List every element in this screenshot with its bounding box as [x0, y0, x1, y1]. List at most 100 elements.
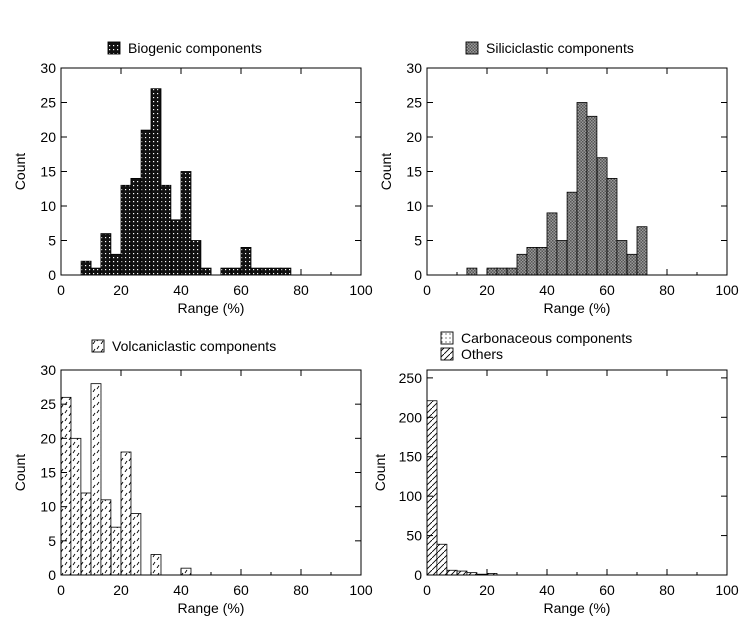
- histogram-bar: [526, 246, 538, 276]
- y-tick-label: 5: [48, 533, 56, 549]
- y-tick-label: 10: [40, 499, 56, 515]
- x-tick-label: 60: [233, 282, 249, 298]
- histogram-bar: [260, 267, 272, 276]
- histogram-bar: [586, 115, 598, 276]
- histogram-bar: [130, 177, 142, 276]
- x-axis-label: Range (%): [178, 600, 245, 616]
- histogram-bar: [110, 253, 122, 276]
- histogram-bar: [80, 260, 92, 276]
- y-tick-label: 150: [399, 449, 423, 465]
- y-tick-label: 0: [414, 567, 422, 583]
- y-tick-label: 0: [414, 267, 422, 283]
- histogram-bar: [546, 212, 558, 276]
- histogram-bar: [270, 267, 282, 276]
- y-tick-label: 25: [406, 95, 422, 111]
- x-tick-label: 40: [173, 282, 189, 298]
- x-tick-label: 80: [659, 282, 675, 298]
- x-tick-label: 100: [715, 582, 739, 598]
- histogram-bar: [280, 267, 292, 276]
- histogram-bar: [60, 396, 72, 576]
- histogram-bar: [446, 569, 458, 576]
- y-axis-label: Count: [372, 454, 388, 491]
- histogram-bar: [616, 240, 628, 276]
- histogram-bar: [100, 233, 112, 276]
- x-axis-label: Range (%): [544, 600, 611, 616]
- histogram-bar: [556, 240, 568, 276]
- histogram-bar: [200, 267, 212, 276]
- x-tick-label: 80: [293, 582, 309, 598]
- y-tick-label: 50: [406, 528, 422, 544]
- y-tick-label: 15: [40, 164, 56, 180]
- legend-label: Carbonaceous components: [461, 330, 632, 346]
- histogram-bar: [576, 102, 588, 276]
- histogram-panel-3: 0 20 40 60 80 100 0 5 10 15 20 25 30 Range (%) Count Vo…: [12, 338, 373, 616]
- histogram-bar: [436, 543, 448, 576]
- y-axis-label: Count: [12, 454, 28, 491]
- x-tick-label: 20: [113, 282, 129, 298]
- x-tick-label: 40: [173, 582, 189, 598]
- y-tick-label: 20: [40, 129, 56, 145]
- histogram-bar: [250, 267, 262, 276]
- x-tick-label: 100: [715, 282, 739, 298]
- x-tick-label: 0: [57, 282, 65, 298]
- histogram-bar: [110, 526, 122, 576]
- x-tick-label: 100: [349, 582, 373, 598]
- histogram-bar: [180, 567, 192, 576]
- legend-swatch: [465, 41, 479, 55]
- histogram-bar: [636, 226, 648, 276]
- histogram-bar: [100, 499, 112, 576]
- x-tick-label: 80: [659, 582, 675, 598]
- y-tick-label: 20: [406, 129, 422, 145]
- histogram-bar: [516, 253, 528, 276]
- plot-frame: [426, 369, 728, 576]
- x-tick-label: 100: [349, 282, 373, 298]
- y-tick-label: 0: [48, 567, 56, 583]
- histogram-bar: [120, 184, 132, 276]
- histogram-bar: [80, 492, 92, 576]
- histogram-bar: [596, 157, 608, 276]
- x-axis-label: Range (%): [178, 300, 245, 316]
- histogram-bar: [230, 267, 242, 276]
- y-tick-label: 15: [40, 465, 56, 481]
- legend-swatch: [107, 41, 121, 55]
- x-tick-label: 40: [539, 282, 555, 298]
- y-axis-label: Count: [12, 153, 28, 190]
- histogram-bar: [240, 246, 252, 276]
- y-tick-label: 30: [40, 362, 56, 378]
- x-tick-label: 80: [293, 282, 309, 298]
- x-axis-label: Range (%): [544, 300, 611, 316]
- x-tick-label: 0: [423, 282, 431, 298]
- histogram-bar: [180, 171, 192, 276]
- legend-label: Others: [461, 346, 503, 362]
- legend-label: Volcaniclastic components: [112, 338, 276, 354]
- y-tick-label: 10: [40, 198, 56, 214]
- x-tick-label: 20: [113, 582, 129, 598]
- y-axis-label: Count: [378, 153, 394, 190]
- y-tick-label: 10: [406, 198, 422, 214]
- y-tick-label: 15: [406, 164, 422, 180]
- histogram-bar: [220, 267, 232, 276]
- histogram-bar: [90, 383, 102, 576]
- histogram-panel-2: 0 20 40 60 80 100 0 5 10 15 20 25 30 Range (%) Count Si…: [378, 40, 739, 316]
- histogram-bar: [566, 191, 578, 276]
- y-tick-label: 5: [48, 233, 56, 249]
- y-tick-label: 30: [406, 60, 422, 76]
- y-tick-label: 100: [399, 488, 423, 504]
- y-tick-label: 25: [40, 396, 56, 412]
- histogram-bar: [536, 246, 548, 276]
- x-tick-label: 60: [233, 582, 249, 598]
- histogram-panel-1: 0 20 40 60 80 100 0 5 10 15 20 25 30 Range (%) Count Bi…: [12, 40, 373, 316]
- histogram-bar: [140, 129, 152, 276]
- histogram-bar: [606, 177, 618, 276]
- x-tick-label: 0: [423, 582, 431, 598]
- histogram-bar: [486, 267, 498, 276]
- histogram-bar: [160, 184, 172, 276]
- legend-swatch: [440, 331, 454, 345]
- y-tick-label: 20: [40, 430, 56, 446]
- legend-swatch: [91, 339, 105, 353]
- histogram-panel-4: 0 20 40 60 80 100 0 50 100 150 200 250 Range (%) Coun…: [372, 330, 739, 616]
- histogram-bar: [170, 219, 182, 276]
- y-tick-label: 200: [399, 409, 423, 425]
- legend-label: Siliciclastic components: [486, 40, 634, 56]
